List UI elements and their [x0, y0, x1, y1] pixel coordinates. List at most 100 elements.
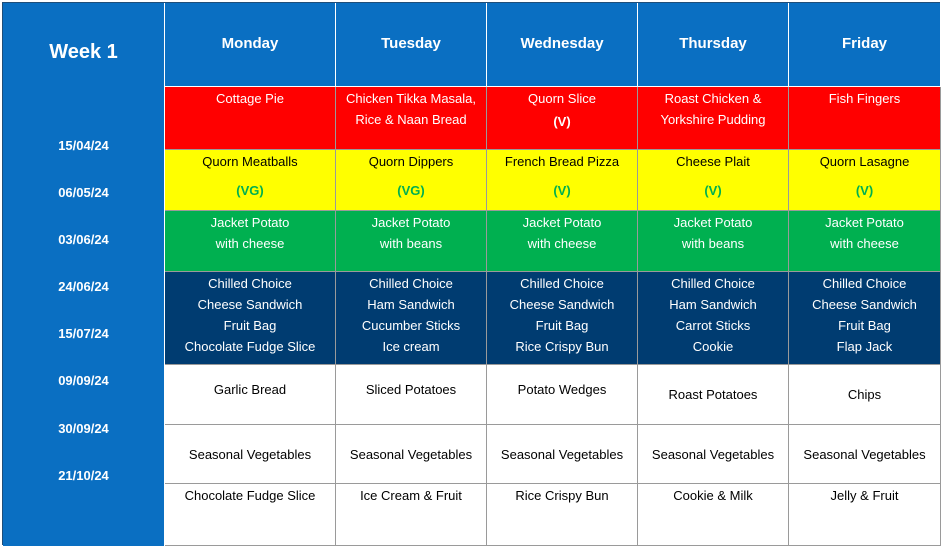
side-cell: Roast Potatoes: [638, 365, 789, 425]
date-3: 03/06/24: [58, 232, 109, 247]
chilled-choice-cell: Chilled Choice Ham Sandwich Cucumber Sti…: [336, 272, 487, 365]
vegetarian-meal-cell: French Bread Pizza (V): [487, 150, 638, 211]
main-meal-cell: Chicken Tikka Masala, Rice & Naan Bread: [336, 87, 487, 150]
dessert-text: Chocolate Fudge Slice: [184, 488, 316, 503]
chilled-line: Chilled Choice: [671, 276, 755, 291]
vegetarian-meal-cell: Quorn Meatballs (VG): [165, 150, 336, 211]
vegetarian-meal-line: Cheese Plait: [676, 154, 750, 169]
week-column: Week 1 15/04/24 06/05/24 03/06/24 24/06/…: [3, 3, 165, 546]
diet-tag: (VG): [397, 183, 425, 198]
dessert-text: Rice Crispy Bun: [515, 488, 609, 503]
vegetables-cell: Seasonal Vegetables: [336, 425, 487, 484]
vegetables-cell: Seasonal Vegetables: [638, 425, 789, 484]
jacket-potato-line: Jacket Potato: [825, 215, 904, 230]
dessert-cell: Cookie & Milk: [638, 484, 789, 546]
chilled-line: Cheese Sandwich: [812, 297, 917, 312]
side-text: Garlic Bread: [213, 382, 287, 397]
dessert-text: Cookie & Milk: [673, 488, 753, 503]
jacket-potato-line: with beans: [681, 236, 745, 251]
vegetarian-meal-line: Quorn Meatballs: [202, 154, 298, 169]
side-cell: Potato Wedges: [487, 365, 638, 425]
jacket-potato-line: Jacket Potato: [522, 215, 602, 230]
main-meal-cell: Quorn Slice (V): [487, 87, 638, 150]
side-text: Sliced Potatoes: [365, 382, 457, 397]
chilled-choice-cell: Chilled Choice Ham Sandwich Carrot Stick…: [638, 272, 789, 365]
vegetarian-meal-line: Quorn Lasagne: [819, 154, 910, 169]
jacket-potato-cell: Jacket Potato with beans: [336, 211, 487, 272]
jacket-potato-line: with beans: [379, 236, 443, 251]
chilled-line: Chilled Choice: [520, 276, 604, 291]
date-8: 21/10/24: [58, 468, 109, 483]
date-5: 15/07/24: [58, 326, 109, 341]
main-meal-line: Cottage Pie: [216, 91, 284, 106]
chilled-line: Fruit Bag: [838, 318, 891, 333]
chilled-line: Rice Crispy Bun: [515, 339, 609, 354]
jacket-potato-cell: Jacket Potato with cheese: [789, 211, 941, 272]
main-meal-line: Rice & Naan Bread: [355, 112, 467, 127]
vegetables-cell: Seasonal Vegetables: [487, 425, 638, 484]
side-text: Roast Potatoes: [668, 387, 758, 402]
chilled-line: Cheese Sandwich: [509, 297, 615, 312]
day-header-monday: Monday: [165, 3, 336, 87]
chilled-line: Chocolate Fudge Slice: [184, 339, 316, 354]
date-2: 06/05/24: [58, 185, 109, 200]
jacket-potato-cell: Jacket Potato with beans: [638, 211, 789, 272]
dessert-text: Ice Cream & Fruit: [360, 488, 462, 503]
dessert-cell: Rice Crispy Bun: [487, 484, 638, 546]
main-meal-line: Quorn Slice: [528, 91, 596, 106]
vegetables-cell: Seasonal Vegetables: [789, 425, 941, 484]
chilled-line: Ham Sandwich: [669, 297, 757, 312]
main-meal-line: Chicken Tikka Masala,: [345, 91, 477, 106]
chilled-line: Carrot Sticks: [675, 318, 751, 333]
vegetables-text: Seasonal Vegetables: [803, 446, 926, 462]
diet-tag: (V): [553, 114, 571, 129]
vegetables-text: Seasonal Vegetables: [651, 446, 775, 462]
day-header-tuesday: Tuesday: [336, 3, 487, 87]
vegetarian-meal-cell: Cheese Plait (V): [638, 150, 789, 211]
dessert-text: Jelly & Fruit: [830, 488, 899, 503]
day-header-wednesday: Wednesday: [487, 3, 638, 87]
side-cell: Garlic Bread: [165, 365, 336, 425]
chilled-choice-cell: Chilled Choice Cheese Sandwich Fruit Bag…: [789, 272, 941, 365]
jacket-potato-line: Jacket Potato: [371, 215, 451, 230]
side-cell: Sliced Potatoes: [336, 365, 487, 425]
dessert-cell: Chocolate Fudge Slice: [165, 484, 336, 546]
date-6: 09/09/24: [58, 373, 109, 388]
chilled-line: Ham Sandwich: [367, 297, 455, 312]
main-meal-cell: Roast Chicken & Yorkshire Pudding: [638, 87, 789, 150]
main-meal-cell: Cottage Pie: [165, 87, 336, 150]
side-cell: Chips: [789, 365, 941, 425]
jacket-potato-cell: Jacket Potato with cheese: [165, 211, 336, 272]
main-meal-line: Yorkshire Pudding: [660, 112, 766, 127]
jacket-potato-line: with cheese: [527, 236, 597, 251]
date-4: 24/06/24: [58, 279, 109, 294]
chilled-line: Fruit Bag: [223, 318, 277, 333]
vegetables-text: Seasonal Vegetables: [500, 446, 624, 462]
chilled-line: Ice cream: [382, 339, 440, 354]
vegetables-text: Seasonal Vegetables: [349, 446, 473, 462]
side-text: Chips: [847, 387, 882, 402]
diet-tag: (V): [553, 183, 571, 198]
jacket-potato-line: Jacket Potato: [210, 215, 290, 230]
diet-tag: (V): [855, 183, 874, 198]
vegetarian-meal-cell: Quorn Lasagne (V): [789, 150, 941, 211]
dessert-cell: Jelly & Fruit: [789, 484, 941, 546]
vegetables-cell: Seasonal Vegetables: [165, 425, 336, 484]
chilled-choice-cell: Chilled Choice Cheese Sandwich Fruit Bag…: [165, 272, 336, 365]
chilled-choice-cell: Chilled Choice Cheese Sandwich Fruit Bag…: [487, 272, 638, 365]
day-header-thursday: Thursday: [638, 3, 789, 87]
chilled-line: Chilled Choice: [369, 276, 453, 291]
dessert-cell: Ice Cream & Fruit: [336, 484, 487, 546]
main-meal-line: Fish Fingers: [828, 91, 901, 106]
chilled-line: Fruit Bag: [535, 318, 589, 333]
jacket-potato-cell: Jacket Potato with cheese: [487, 211, 638, 272]
chilled-line: Chilled Choice: [822, 276, 907, 291]
date-1: 15/04/24: [58, 138, 109, 153]
vegetarian-meal-line: Quorn Dippers: [368, 154, 454, 169]
vegetarian-meal-cell: Quorn Dippers (VG): [336, 150, 487, 211]
chilled-line: Chilled Choice: [208, 276, 292, 291]
main-meal-cell: Fish Fingers: [789, 87, 941, 150]
date-7: 30/09/24: [58, 421, 109, 436]
chilled-line: Cookie: [692, 339, 734, 354]
